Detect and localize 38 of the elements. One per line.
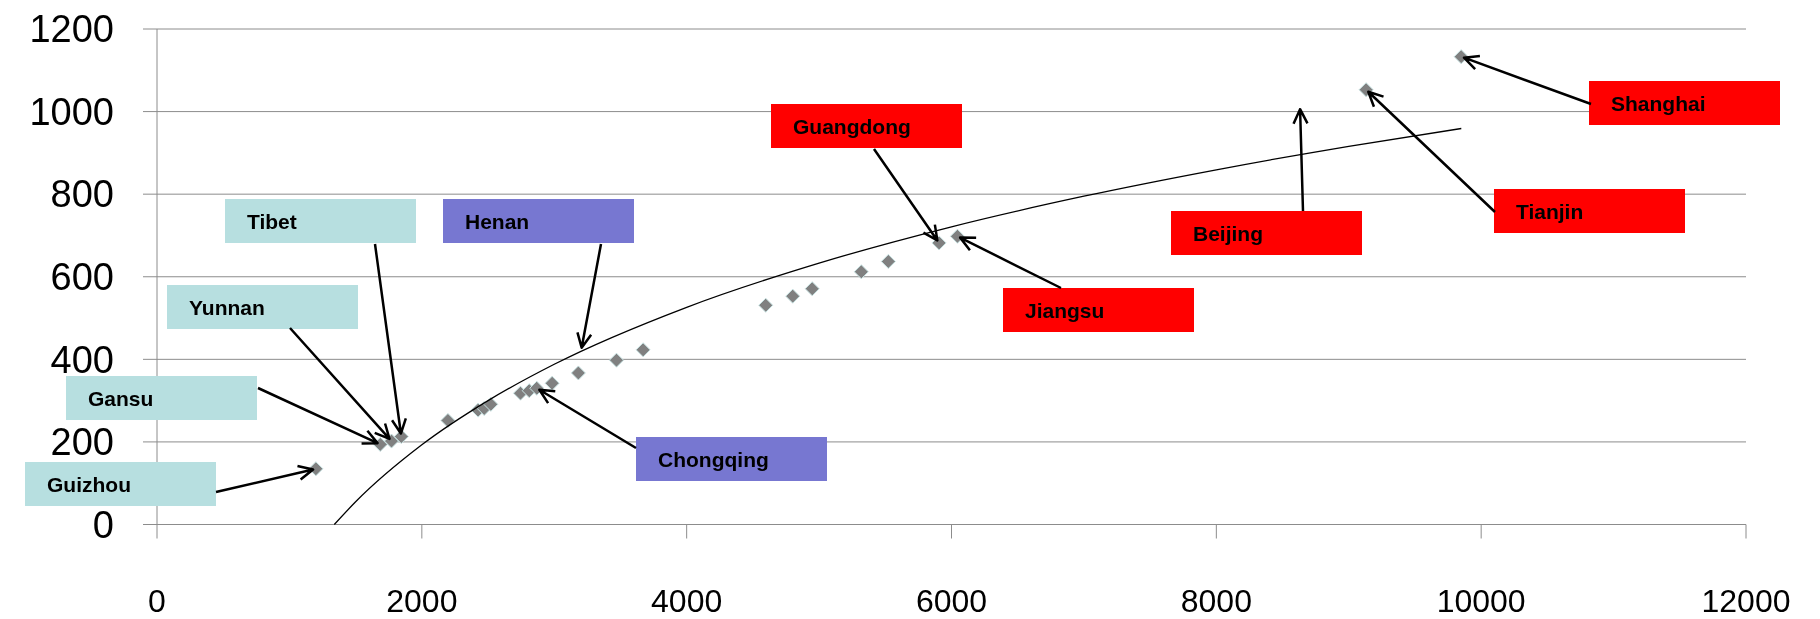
y-tick-label: 800 <box>50 173 114 216</box>
x-tick-label: 0 <box>148 583 166 619</box>
y-tick-label: 400 <box>50 338 114 381</box>
y-tick-label: 200 <box>50 421 114 464</box>
point <box>440 412 456 428</box>
x-tick-label: 6000 <box>915 583 988 619</box>
annotation: Yunnan <box>189 296 265 319</box>
point <box>785 288 801 304</box>
text: Gansu <box>88 387 154 410</box>
annotation: Shanghai <box>1611 92 1706 115</box>
x-tick-label: 2000 <box>386 583 458 619</box>
annotation: Tibet <box>247 210 297 233</box>
point <box>544 375 560 391</box>
annotation: Tianjin <box>1516 200 1584 223</box>
annotation: Guangdong <box>793 115 911 138</box>
point <box>529 380 545 396</box>
y-tick-label: 1000 <box>29 90 114 133</box>
y-tick-label: 600 <box>50 256 114 299</box>
point <box>570 365 586 381</box>
point <box>758 297 774 313</box>
text: Guizhou <box>47 473 131 496</box>
x-tick-label: 12000 <box>1701 583 1791 619</box>
annotation: Beijing <box>1193 222 1264 245</box>
annotation: Jiangsu <box>1025 299 1105 322</box>
point <box>1358 82 1374 98</box>
point <box>880 253 896 269</box>
x-tick-label: 10000 <box>1436 583 1526 619</box>
x-tick-label: 8000 <box>1180 583 1252 619</box>
point <box>635 342 651 358</box>
point <box>608 352 624 368</box>
point <box>949 228 965 244</box>
point <box>853 264 869 280</box>
annotation: Henan <box>465 210 530 233</box>
y-tick-label: 0 <box>92 503 114 546</box>
x-tick-label: 4000 <box>651 583 723 619</box>
y-tick-label: 1200 <box>29 8 114 51</box>
annotation: Chongqing <box>658 448 769 471</box>
point <box>804 281 820 297</box>
